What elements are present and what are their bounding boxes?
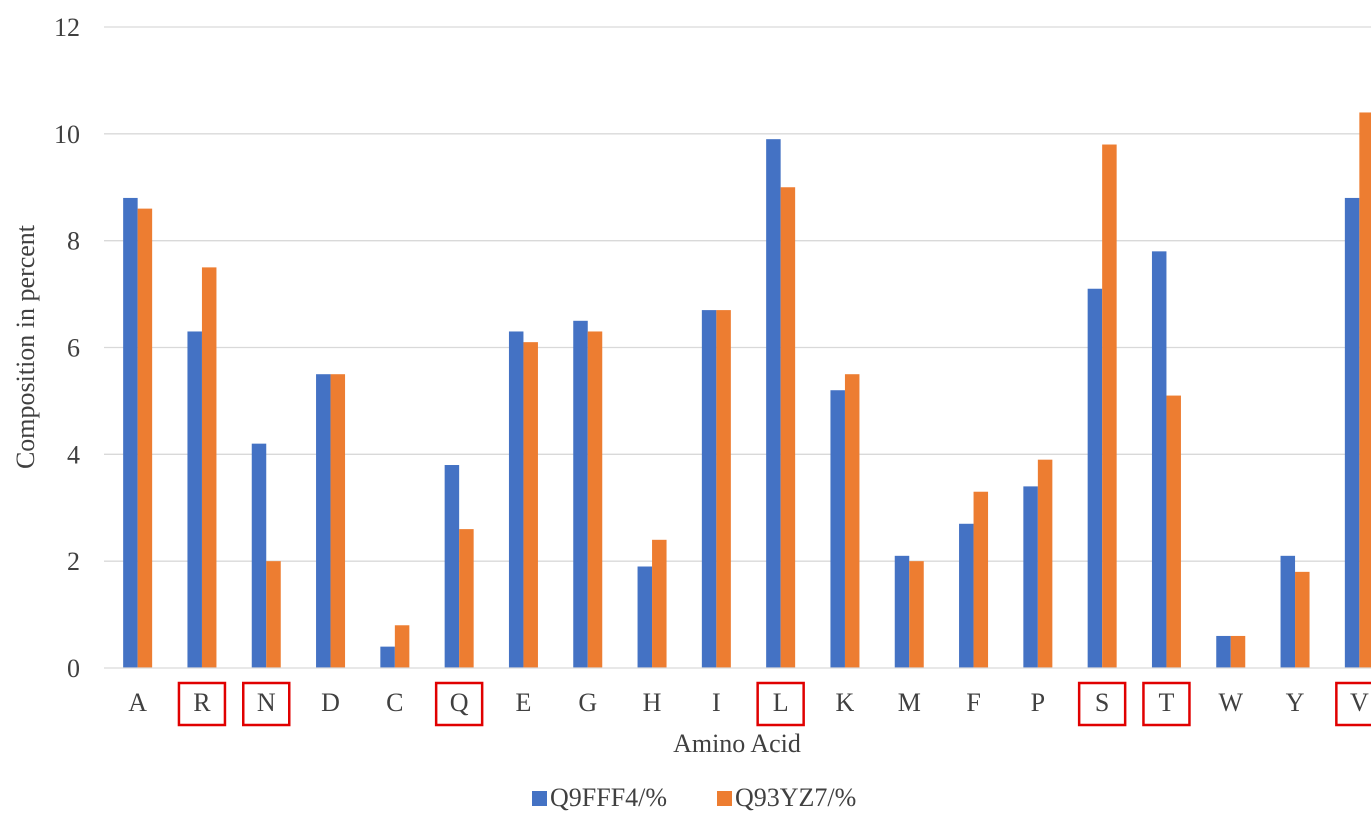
x-tick-label: R	[193, 688, 211, 717]
bar-A-series-2	[137, 208, 153, 668]
x-axis-title: Amino Acid	[673, 729, 801, 758]
x-tick-label: E	[516, 688, 532, 717]
bar-W-series-2	[1230, 635, 1246, 668]
bar-G-series-1	[573, 320, 588, 668]
bar-L-series-2	[780, 187, 796, 668]
x-tick-label: T	[1159, 688, 1175, 717]
bar-Q-series-2	[459, 529, 474, 668]
x-tick-label: Y	[1286, 688, 1305, 717]
x-tick-label: M	[898, 688, 921, 717]
x-tick-label: L	[773, 688, 789, 717]
x-tick-label: I	[712, 688, 721, 717]
bar-R-series-2	[201, 267, 217, 668]
bar-M-series-2	[909, 561, 924, 668]
y-tick-label: 4	[67, 440, 80, 469]
highlight-box-S	[1077, 681, 1127, 727]
highlight-box-T	[1142, 681, 1191, 727]
highlight-box-L	[756, 681, 805, 727]
bar-P-series-1	[1023, 486, 1038, 668]
bar-K-series-2	[844, 374, 860, 668]
bar-H-series-2	[652, 539, 667, 668]
bar-M-series-1	[894, 555, 910, 668]
bar-S-series-2	[1102, 144, 1117, 668]
bar-Y-series-1	[1280, 555, 1296, 668]
bar-W-series-1	[1216, 635, 1231, 668]
x-tick-label: D	[321, 688, 340, 717]
highlight-box-V	[1335, 681, 1371, 727]
x-tick-label: F	[966, 688, 980, 717]
bar-R-series-1	[187, 331, 202, 668]
bar-T-series-2	[1166, 395, 1181, 668]
x-tick-label: V	[1350, 688, 1369, 717]
bar-C-series-2	[394, 625, 410, 668]
x-tick-label: S	[1095, 688, 1109, 717]
bar-N-series-1	[251, 443, 267, 668]
x-tick-label: N	[257, 688, 276, 717]
legend-swatch-series-2	[717, 791, 732, 806]
bar-V-series-1	[1344, 197, 1360, 668]
y-axis-ticks: 0 2 4 6 8 10 12	[54, 13, 80, 683]
x-tick-label: C	[386, 688, 403, 717]
x-tick-label: G	[578, 688, 597, 717]
bar-D-series-1	[316, 374, 331, 668]
x-tick-label: K	[836, 688, 855, 717]
highlight-box-R	[177, 681, 227, 727]
x-tick-label: H	[643, 688, 662, 717]
bar-Y-series-2	[1295, 571, 1310, 668]
bar-Q-series-1	[444, 465, 460, 668]
bar-E-series-1	[508, 331, 524, 668]
y-tick-label: 6	[67, 334, 80, 363]
legend-label-series-2: Q93YZ7/%	[735, 783, 856, 812]
bar-I-series-1	[701, 310, 717, 668]
bar-L-series-1	[766, 139, 781, 669]
bar-H-series-1	[637, 566, 653, 668]
bar-A-series-1	[123, 197, 138, 668]
y-tick-label: 12	[54, 13, 80, 42]
y-tick-label: 0	[67, 654, 80, 683]
y-tick-label: 2	[67, 547, 80, 576]
legend-swatch-series-1	[532, 791, 547, 806]
bar-S-series-1	[1087, 288, 1103, 668]
bars	[123, 112, 1371, 669]
x-tick-label: P	[1031, 688, 1045, 717]
bar-C-series-1	[380, 646, 395, 668]
x-tick-label: Q	[450, 688, 469, 717]
y-tick-label: 10	[54, 120, 80, 149]
bar-I-series-2	[716, 310, 731, 668]
bar-N-series-2	[266, 561, 281, 668]
bar-F-series-1	[959, 523, 974, 668]
bar-P-series-2	[1037, 459, 1053, 668]
bar-V-series-2	[1359, 112, 1371, 668]
legend-label-series-1: Q9FFF4/%	[550, 783, 667, 812]
y-axis-title: Composition in percent	[11, 224, 40, 469]
highlight-box-N	[242, 681, 291, 727]
bar-D-series-2	[330, 374, 346, 668]
bar-E-series-2	[523, 342, 538, 668]
legend: Q9FFF4/% Q93YZ7/%	[532, 783, 856, 812]
bar-G-series-2	[587, 331, 603, 668]
bar-F-series-2	[973, 491, 989, 668]
highlight-box-Q	[434, 681, 484, 727]
x-tick-label: A	[128, 688, 147, 717]
bar-K-series-1	[830, 390, 845, 668]
highlight-boxes	[177, 681, 1371, 727]
y-tick-label: 8	[67, 227, 80, 256]
bar-T-series-1	[1151, 251, 1167, 668]
x-tick-label: W	[1218, 688, 1243, 717]
